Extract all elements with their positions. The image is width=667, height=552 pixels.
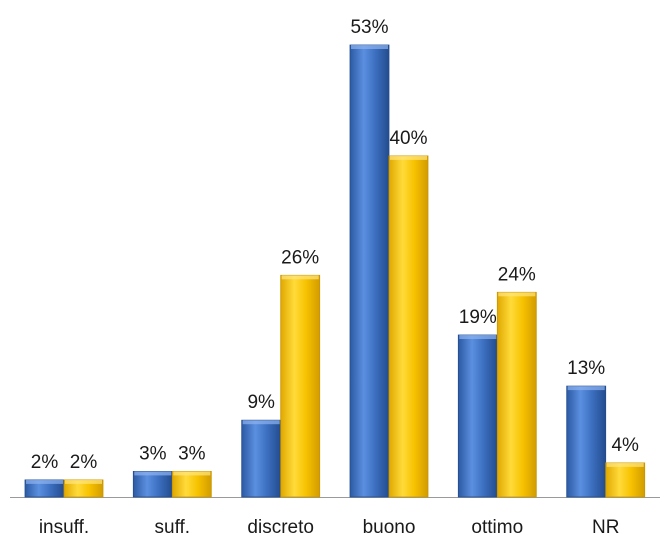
bar-cap-suff-s2 xyxy=(173,471,211,476)
bar-NR-s2 xyxy=(605,462,646,498)
category-labels-group: insuff. suff. discreto buono ottimo NR xyxy=(39,517,620,538)
bar-cap-discreto-s2 xyxy=(281,275,319,280)
bar-ottimo-s1 xyxy=(457,334,498,498)
data-label-discreto-s2: 26% xyxy=(281,247,319,268)
data-label-suff-s2: 3% xyxy=(178,443,206,464)
bar-suff-s1 xyxy=(132,470,173,498)
category-label-buono: buono xyxy=(363,517,416,538)
bars-group xyxy=(24,44,646,498)
bar-discreto-s2 xyxy=(280,274,321,498)
data-label-buono-s2: 40% xyxy=(389,128,427,149)
data-label-suff-s1: 3% xyxy=(139,443,167,464)
data-label-insuff-s2: 2% xyxy=(70,452,98,473)
category-label-NR: NR xyxy=(592,517,619,538)
data-labels-group: 2% 2% 3% 3% 9% 26% 53% 40% 19% 24% 13% 4% xyxy=(31,17,639,473)
bar-cap-NR-s1 xyxy=(567,386,605,391)
bar-suff-s2 xyxy=(171,470,212,498)
bar-cap-ottimo-s2 xyxy=(498,292,536,297)
bar-discreto-s1 xyxy=(241,419,282,498)
data-label-discreto-s1: 9% xyxy=(247,392,275,413)
data-label-buono-s1: 53% xyxy=(350,17,388,38)
bar-buono-s2 xyxy=(388,155,429,498)
bar-cap-buono-s2 xyxy=(390,155,427,160)
bar-cap-suff-s1 xyxy=(134,471,172,476)
bar-cap-buono-s1 xyxy=(351,45,388,49)
category-label-suff: suff. xyxy=(155,517,191,538)
category-label-discreto: discreto xyxy=(247,517,314,538)
bar-cap-insuff-s2 xyxy=(65,479,102,484)
bar-ottimo-s2 xyxy=(496,291,537,498)
data-label-ottimo-s2: 24% xyxy=(498,264,536,285)
category-label-ottimo: ottimo xyxy=(471,517,523,538)
data-label-ottimo-s1: 19% xyxy=(459,307,497,328)
bar-cap-insuff-s1 xyxy=(26,479,63,484)
bar-cap-ottimo-s1 xyxy=(459,335,497,339)
data-label-insuff-s1: 2% xyxy=(31,452,59,473)
bar-cap-NR-s2 xyxy=(606,462,644,467)
bar-buono-s1 xyxy=(349,44,390,498)
category-label-insuff: insuff. xyxy=(39,517,89,538)
data-label-NR-s2: 4% xyxy=(611,435,639,456)
bar-NR-s1 xyxy=(566,385,607,498)
bar-cap-discreto-s1 xyxy=(242,420,280,425)
data-label-NR-s1: 13% xyxy=(567,358,605,379)
